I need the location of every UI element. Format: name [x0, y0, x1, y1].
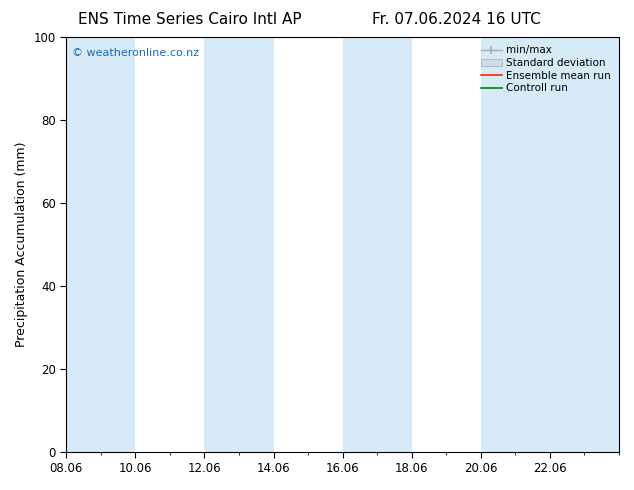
Bar [66, 37, 135, 452]
Text: © weatheronline.co.nz: © weatheronline.co.nz [72, 48, 199, 57]
Text: Fr. 07.06.2024 16 UTC: Fr. 07.06.2024 16 UTC [372, 12, 541, 27]
Y-axis label: Precipitation Accumulation (mm): Precipitation Accumulation (mm) [15, 142, 28, 347]
Text: ENS Time Series Cairo Intl AP: ENS Time Series Cairo Intl AP [79, 12, 302, 27]
Bar [342, 37, 411, 452]
Bar [204, 37, 273, 452]
Bar [481, 37, 550, 452]
Bar [550, 37, 619, 452]
Legend: min/max, Standard deviation, Ensemble mean run, Controll run: min/max, Standard deviation, Ensemble me… [478, 42, 614, 97]
